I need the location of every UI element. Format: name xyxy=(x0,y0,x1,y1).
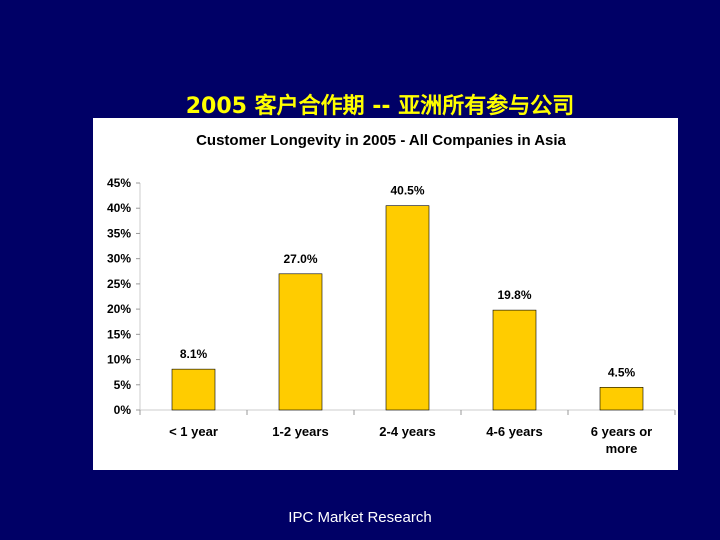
x-category-label: 6 years or more xyxy=(591,424,652,456)
y-tick-label: 0% xyxy=(114,403,132,417)
x-category-label: 2-4 years xyxy=(379,424,435,439)
bar xyxy=(599,386,644,411)
y-tick-label: 15% xyxy=(107,327,131,341)
bar xyxy=(278,273,323,411)
data-label: 27.0% xyxy=(283,252,317,266)
bar-chart: Customer Longevity in 2005 - All Compani… xyxy=(107,132,676,456)
y-tick-label: 40% xyxy=(107,201,131,215)
y-tick-label: 10% xyxy=(107,353,131,367)
x-category-label: 4-6 years xyxy=(486,424,542,439)
plot-area: 0% 5% 10% 15% 20% 25% 30% 35% 40% 45% 8.1% < 1 year… xyxy=(107,176,676,456)
y-tick-label: 35% xyxy=(107,226,131,240)
data-label: 4.5% xyxy=(608,365,636,379)
x-category-label: < 1 year xyxy=(169,424,218,439)
x-category-label: 1-2 years xyxy=(272,424,328,439)
chart-title: Customer Longevity in 2005 - All Compani… xyxy=(196,132,566,149)
footer-source: IPC Market Research xyxy=(288,509,432,526)
y-tick-label: 5% xyxy=(114,378,132,392)
slide-title: 2005 客户合作期 -- 亚洲所有参与公司 xyxy=(185,94,575,119)
y-tick-label: 20% xyxy=(107,302,131,316)
bar xyxy=(492,309,537,411)
bar xyxy=(171,368,216,411)
y-tick-label: 25% xyxy=(107,277,131,291)
y-tick-label: 45% xyxy=(107,176,131,190)
data-label: 8.1% xyxy=(180,347,208,361)
data-label: 40.5% xyxy=(390,184,424,198)
bar xyxy=(385,205,430,411)
chart-panel: Customer Longevity in 2005 - All Compani… xyxy=(93,118,678,470)
data-label: 19.8% xyxy=(497,288,531,302)
y-tick-label: 30% xyxy=(107,252,131,266)
